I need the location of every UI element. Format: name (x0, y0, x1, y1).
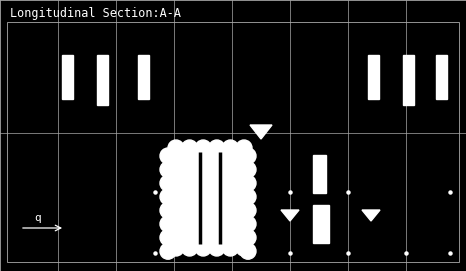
Text: Longitudinal Section:A-A: Longitudinal Section:A-A (10, 8, 181, 21)
Bar (436, 55, 447, 99)
Circle shape (236, 140, 252, 156)
Circle shape (240, 243, 256, 259)
Circle shape (168, 240, 184, 256)
Circle shape (240, 148, 256, 164)
Bar (62, 55, 73, 99)
Circle shape (240, 202, 256, 218)
Polygon shape (362, 210, 380, 221)
Circle shape (195, 140, 211, 156)
Circle shape (160, 189, 176, 205)
Circle shape (160, 243, 176, 259)
Text: q: q (34, 213, 41, 223)
Circle shape (160, 175, 176, 191)
Polygon shape (281, 210, 299, 221)
Polygon shape (250, 125, 272, 139)
Circle shape (209, 140, 225, 156)
Circle shape (240, 230, 256, 246)
Circle shape (195, 240, 211, 256)
Bar (97, 55, 108, 105)
Circle shape (160, 162, 176, 178)
Circle shape (240, 162, 256, 178)
Circle shape (160, 216, 176, 232)
Bar (138, 55, 149, 99)
Circle shape (160, 202, 176, 218)
Circle shape (160, 230, 176, 246)
Circle shape (240, 189, 256, 205)
Circle shape (240, 175, 256, 191)
Circle shape (222, 240, 239, 256)
Circle shape (160, 148, 176, 164)
Bar (403, 55, 414, 105)
Circle shape (222, 140, 239, 156)
Bar (7, 22, 459, 262)
Circle shape (182, 240, 198, 256)
Bar (368, 55, 379, 99)
Circle shape (236, 240, 252, 256)
Bar (313, 155, 326, 193)
Circle shape (209, 240, 225, 256)
Circle shape (168, 140, 184, 156)
Bar (168, 148, 248, 248)
Bar (313, 205, 329, 243)
Circle shape (182, 140, 198, 156)
Circle shape (240, 216, 256, 232)
